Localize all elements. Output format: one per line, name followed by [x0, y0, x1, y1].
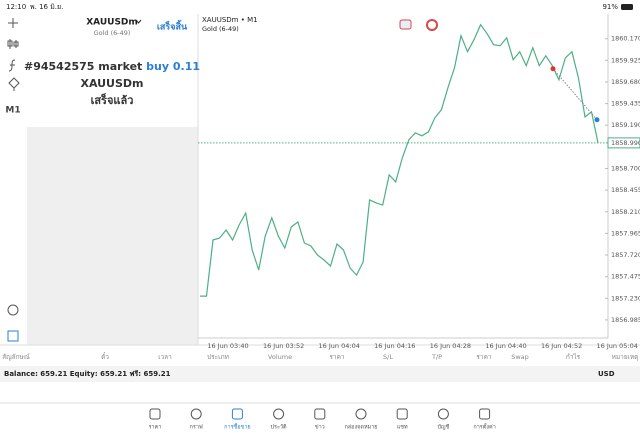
timeframe[interactable]: M1	[5, 106, 20, 116]
tab-label: การซื้อขาย	[224, 423, 250, 431]
trade-entry	[550, 66, 556, 72]
x-tick-label: 16 Jun 04:28	[430, 342, 471, 350]
tab[interactable]: ราคา	[149, 408, 162, 431]
panel-empty-area	[27, 127, 198, 345]
y-tick-label: 1857.965	[611, 229, 640, 237]
x-tick-label: 16 Jun 04:16	[374, 342, 415, 350]
tab-icon	[149, 408, 161, 420]
one-click-icon[interactable]	[399, 19, 412, 30]
tab-icon	[437, 408, 449, 420]
battery-icon	[621, 4, 633, 10]
order-line: #94542575 market buy 0.11	[24, 60, 200, 73]
toolbar-icons	[7, 18, 20, 342]
column-header[interactable]: สัญลักษณ์	[2, 353, 30, 361]
order-symbol: XAUUSDm	[80, 77, 143, 90]
y-tick-label: 1858.210	[611, 208, 640, 216]
order-status: เสร็จแล้ว	[91, 93, 134, 107]
y-tick-label: 1856.985	[611, 316, 640, 324]
trade-mode-icon[interactable]	[426, 19, 438, 31]
trade-line	[552, 68, 598, 121]
tab-icon	[396, 408, 408, 420]
trade-exit	[594, 117, 600, 123]
column-header[interactable]: T/P	[431, 353, 442, 361]
column-header[interactable]: ราคา	[476, 353, 491, 361]
tab-icon	[479, 408, 491, 420]
price-line	[200, 23, 599, 297]
tab-label: ราคา	[149, 425, 162, 431]
column-header[interactable]: หมายเหตุ	[612, 353, 639, 361]
tab[interactable]: กราฟ	[190, 408, 203, 431]
tab-icon	[190, 408, 202, 420]
x-tick-label: 16 Jun 03:40	[207, 342, 248, 350]
crosshair-icon[interactable]	[8, 18, 18, 28]
chevron[interactable]	[135, 19, 142, 24]
y-tick-label: 1859.680	[611, 78, 640, 86]
column-header[interactable]: ประเภท	[207, 353, 229, 361]
tab[interactable]: บัญชี	[437, 408, 450, 431]
tab-label: บัญชี	[437, 424, 449, 431]
tab[interactable]: แชท	[396, 408, 408, 431]
x-tick-label: 16 Jun 04:04	[319, 342, 360, 350]
done-button[interactable]: เสร็จสิ้น	[157, 20, 188, 33]
current-price-label: 1858.990	[611, 139, 640, 147]
tab-label: การตั้งค่า	[473, 423, 495, 431]
panel-description: Gold (6-49)	[94, 29, 131, 37]
search-icon[interactable]	[7, 304, 19, 316]
y-tick-label: 1858.455	[611, 186, 640, 194]
column-header[interactable]: เวลา	[158, 353, 172, 361]
chart-title: XAUUSDm • M1	[202, 16, 258, 24]
current-price-box	[607, 137, 640, 149]
tab-label: ประวัติ	[271, 424, 287, 431]
column-header[interactable]: กำไร	[566, 353, 581, 361]
tab-icon	[231, 408, 243, 420]
order-action: buy 0.11	[146, 60, 200, 73]
column-header[interactable]: ตั๋ว	[101, 352, 109, 361]
tab[interactable]: การซื้อขาย	[224, 408, 251, 431]
tab-icon	[355, 408, 367, 420]
tab-label: แชท	[397, 424, 408, 431]
indicator-icon[interactable]	[7, 39, 19, 49]
y-tick-label: 1859.435	[611, 100, 640, 108]
chart-subtitle: Gold (6-49)	[202, 25, 239, 33]
y-tick-label: 1858.700	[611, 164, 640, 172]
tab[interactable]: ประวัติ	[271, 408, 287, 431]
status-time: 12:10	[6, 3, 26, 11]
tab-label: กล่องจดหมาย	[344, 425, 377, 431]
y-tick-label: 1859.190	[611, 121, 640, 129]
status-battery: 91%	[602, 3, 618, 11]
tab[interactable]: ข่าว	[314, 408, 326, 431]
x-tick-label: 16 Jun 04:52	[541, 342, 582, 350]
summary-row	[0, 366, 640, 382]
tab-label: กราฟ	[190, 424, 203, 431]
tab-icon	[273, 408, 285, 420]
x-tick-label: 16 Jun 04:40	[485, 342, 526, 350]
tab-label: ข่าว	[315, 425, 325, 431]
y-tick-label: 1857.475	[611, 273, 640, 281]
currency: USD	[598, 370, 615, 378]
column-header[interactable]: Swap	[511, 353, 529, 361]
function-icon[interactable]	[8, 59, 16, 72]
y-tick-label: 1857.720	[611, 251, 640, 259]
tab[interactable]: กล่องจดหมาย	[344, 408, 378, 431]
x-tick-label: 16 Jun 05:04	[597, 342, 638, 350]
trade-icon[interactable]	[7, 330, 19, 342]
y-tick-label: 1857.230	[611, 294, 640, 302]
order-id: #94542575 market	[24, 60, 142, 73]
column-header[interactable]: ราคา	[329, 353, 344, 361]
tab[interactable]: การตั้งค่า	[473, 408, 496, 431]
column-header[interactable]: Volume	[268, 353, 292, 361]
x-tick-label: 16 Jun 03:52	[263, 342, 304, 350]
y-tick-label: 1860.170	[611, 35, 640, 43]
objects-icon[interactable]	[8, 77, 20, 91]
account-summary: Balance: 659.21 Equity: 659.21 ฟรี: 659.…	[4, 370, 171, 378]
tab-icon	[314, 408, 326, 420]
status-date: พ. 16 มิ.ย.	[30, 3, 63, 11]
panel-symbol[interactable]: XAUUSDm	[86, 18, 138, 28]
y-tick-label: 1859.925	[611, 56, 640, 64]
column-header[interactable]: S/L	[383, 353, 393, 361]
